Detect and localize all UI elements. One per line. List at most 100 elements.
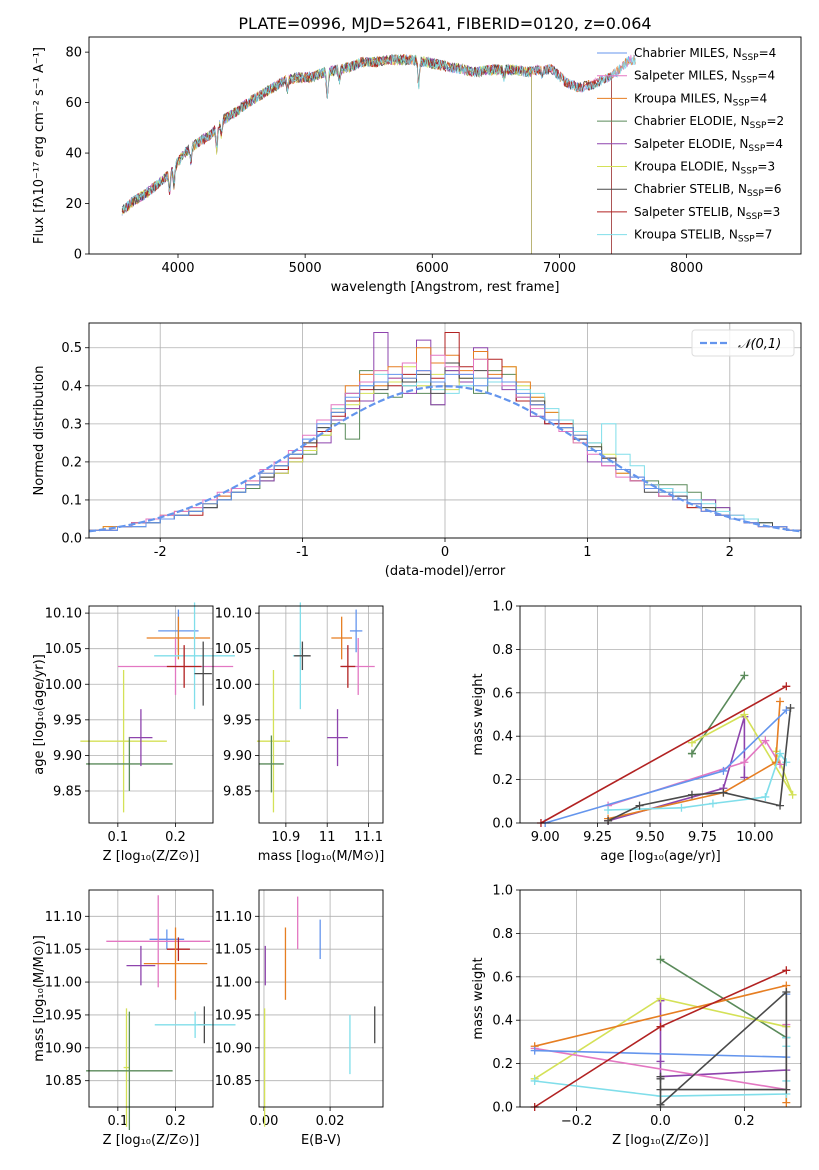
- plus-marker: [656, 1072, 665, 1081]
- x-tick-label: 4000: [161, 261, 194, 276]
- x-axis-label: age [log₁₀(age/yr)]: [600, 849, 721, 864]
- x-tick-label: 11: [319, 830, 336, 845]
- plot-frame: [519, 605, 802, 824]
- legend-box: [691, 329, 795, 357]
- plus-marker: [687, 749, 696, 758]
- legend-label: Salpeter STELIB, NSSP=3: [634, 205, 780, 222]
- errorbar-point: [194, 641, 212, 706]
- y-tick-label: 9.85: [223, 784, 252, 799]
- y-axis-label: age [log₁₀(age/yr)]: [32, 654, 47, 775]
- y-tick-label: 0.4: [492, 730, 513, 745]
- y-tick-label: 10.00: [215, 678, 252, 693]
- plus-marker: [719, 766, 728, 775]
- plus-marker: [635, 801, 644, 810]
- x-tick-label: 2: [726, 545, 734, 560]
- x-tick-label: 0.2: [165, 830, 186, 845]
- plus-marker: [782, 1085, 791, 1094]
- x-tick-label: 11.1: [354, 830, 383, 845]
- x-tick-label: 10.00: [736, 830, 773, 845]
- plus-marker: [776, 801, 785, 810]
- mass-weight-series: [607, 716, 746, 822]
- y-tick-label: 0.3: [61, 417, 82, 432]
- errorbar-point: [331, 616, 352, 660]
- y-axis-label: mass weight: [471, 673, 486, 755]
- spectrum-line: [121, 53, 636, 211]
- errorbar-point: [349, 609, 363, 653]
- y-tick-label: 0.4: [492, 1014, 513, 1029]
- plus-marker: [656, 1022, 665, 1031]
- x-tick-label: 0.2: [165, 1114, 186, 1129]
- plot-frame: [88, 605, 214, 824]
- y-tick-label: 9.85: [53, 784, 82, 799]
- x-tick-label: 9.75: [688, 830, 717, 845]
- x-tick-label: 7000: [543, 261, 576, 276]
- mass-vs-Z-panel: 0.1 0.2 10.85 10.90 10.95 11.00 11.05 11.10 Z [l…: [32, 889, 236, 1148]
- y-axis-label: Flux [fλ10⁻¹⁷ erg cm⁻² s⁻¹ A⁻¹]: [32, 47, 47, 244]
- x-axis-label: (data-model)/error: [385, 564, 506, 579]
- y-tick-label: 20: [65, 197, 82, 212]
- y-tick-label: 11.00: [45, 976, 82, 991]
- plot-frame: [88, 36, 802, 255]
- plus-marker: [782, 706, 791, 715]
- plot-frame: [258, 605, 384, 824]
- plus-marker: [656, 955, 665, 964]
- plot-frame: [519, 889, 802, 1108]
- x-axis-label: Z [log₁₀(Z/Z⊙)]: [612, 1133, 709, 1148]
- y-tick-label: 9.90: [53, 749, 82, 764]
- y-tick-label: 10.00: [45, 678, 82, 693]
- legend-label: Chabrier ELODIE, NSSP=2: [634, 114, 784, 131]
- x-tick-label: -2: [154, 545, 167, 560]
- plus-marker: [656, 1100, 665, 1109]
- mass-weight-series: [608, 751, 787, 811]
- errorbar-point: [106, 895, 211, 988]
- x-tick-label: 0.1: [107, 1114, 128, 1129]
- y-tick-label: 9.95: [53, 713, 82, 728]
- errorbar-point: [327, 709, 348, 767]
- x-tick-label: 1: [583, 545, 591, 560]
- y-tick-label: 11.00: [215, 976, 252, 991]
- plus-marker: [656, 1057, 665, 1066]
- y-tick-label: 0: [74, 248, 82, 263]
- histogram-series: [89, 370, 801, 538]
- plus-marker: [776, 697, 785, 706]
- errorbar-point: [259, 735, 284, 793]
- y-tick-label: 0.2: [492, 1057, 513, 1072]
- errorbar-point: [80, 670, 167, 813]
- y-tick-label: 9.90: [223, 749, 252, 764]
- errorbar-point: [166, 937, 190, 962]
- y-tick-label: 10.95: [45, 1008, 82, 1023]
- y-tick-label: 0.1: [61, 493, 82, 508]
- age-vs-mass-panel: 10.9 11 11.1 9.85 9.90 9.95 10.00 10.05 10.10 mas…: [215, 602, 384, 864]
- y-tick-label: 0.6: [492, 686, 513, 701]
- plus-marker: [530, 1046, 539, 1055]
- plus-marker: [782, 682, 791, 691]
- x-tick-label: 6000: [416, 261, 449, 276]
- plus-marker: [786, 703, 795, 712]
- x-axis-label: Z [log₁₀(Z/Z⊙)]: [103, 1133, 200, 1148]
- y-tick-label: 11.05: [45, 943, 82, 958]
- y-tick-label: 0.6: [492, 970, 513, 985]
- legend-label: Kroupa MILES, NSSP=4: [634, 91, 767, 108]
- y-tick-label: 10.05: [45, 642, 82, 657]
- y-tick-label: 60: [65, 96, 82, 111]
- plus-marker: [677, 803, 686, 812]
- x-axis-label: wavelength [Angstrom, rest frame]: [331, 280, 560, 295]
- errorbar-point: [86, 1011, 173, 1131]
- x-tick-label: 0.1: [107, 830, 128, 845]
- x-tick-label: 8000: [670, 261, 703, 276]
- plot-frame: [258, 889, 384, 1108]
- x-tick-label: 0.02: [316, 1114, 345, 1129]
- x-tick-label: 9.00: [531, 830, 560, 845]
- spectrum-line: [121, 54, 612, 254]
- plus-marker: [761, 792, 770, 801]
- x-tick-label: 0.00: [249, 1114, 278, 1129]
- plus-marker: [761, 736, 770, 745]
- y-tick-label: 11.10: [215, 910, 252, 925]
- y-tick-label: 1.0: [492, 600, 513, 615]
- y-tick-label: 0.8: [492, 927, 513, 942]
- plus-marker: [740, 758, 749, 767]
- y-tick-label: 80: [65, 46, 82, 61]
- plus-marker: [530, 1076, 539, 1085]
- plus-marker: [604, 816, 613, 825]
